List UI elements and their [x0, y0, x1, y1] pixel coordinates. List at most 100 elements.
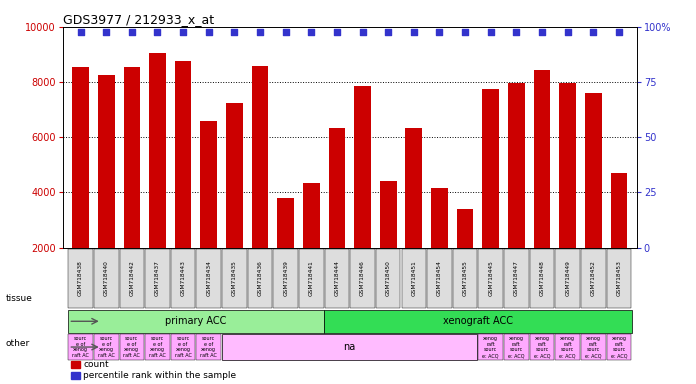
Point	[613, 29, 624, 35]
Bar	[482, 89, 499, 303]
FancyBboxPatch shape	[581, 334, 606, 360]
Bar	[457, 209, 473, 303]
Bar	[277, 198, 294, 303]
FancyBboxPatch shape	[196, 249, 221, 308]
FancyBboxPatch shape	[145, 334, 170, 360]
FancyBboxPatch shape	[222, 249, 246, 308]
FancyBboxPatch shape	[555, 249, 580, 308]
Text: GSM718441: GSM718441	[309, 260, 314, 296]
Bar	[98, 75, 115, 303]
Legend: count, percentile rank within the sample: count, percentile rank within the sample	[67, 357, 240, 384]
Bar	[252, 66, 269, 303]
Text: sourc
e of
xenog
raft AC: sourc e of xenog raft AC	[72, 336, 89, 358]
Bar	[534, 70, 551, 303]
Text: xenog
raft
sourc
e: ACQ: xenog raft sourc e: ACQ	[585, 336, 601, 358]
Text: GSM718444: GSM718444	[334, 260, 340, 296]
Text: GSM718448: GSM718448	[539, 260, 544, 296]
Text: GSM718455: GSM718455	[463, 260, 468, 296]
Point	[587, 29, 599, 35]
FancyBboxPatch shape	[504, 249, 529, 308]
Point	[75, 29, 86, 35]
Text: GSM718437: GSM718437	[155, 260, 160, 296]
Bar	[406, 127, 422, 303]
FancyBboxPatch shape	[324, 249, 349, 308]
Text: xenog
raft
sourc
e: ACQ: xenog raft sourc e: ACQ	[560, 336, 576, 358]
FancyBboxPatch shape	[94, 249, 118, 308]
Text: GSM718435: GSM718435	[232, 260, 237, 296]
Text: xenog
raft
sourc
e: ACQ: xenog raft sourc e: ACQ	[508, 336, 525, 358]
Point	[101, 29, 112, 35]
Text: GSM718450: GSM718450	[386, 260, 390, 296]
Point	[203, 29, 214, 35]
Text: GSM718447: GSM718447	[514, 260, 519, 296]
FancyBboxPatch shape	[504, 334, 529, 360]
FancyBboxPatch shape	[530, 334, 554, 360]
Bar	[123, 67, 140, 303]
Text: sourc
e of
xenog
raft AC: sourc e of xenog raft AC	[149, 336, 166, 358]
Bar	[329, 127, 345, 303]
Text: xenog
raft
sourc
e: ACQ: xenog raft sourc e: ACQ	[610, 336, 627, 358]
FancyBboxPatch shape	[555, 334, 580, 360]
Point	[126, 29, 137, 35]
Text: GSM718446: GSM718446	[360, 260, 365, 296]
Text: xenog
raft
sourc
e: ACQ: xenog raft sourc e: ACQ	[482, 336, 499, 358]
Point	[562, 29, 574, 35]
Text: GSM718454: GSM718454	[437, 260, 442, 296]
FancyBboxPatch shape	[120, 249, 144, 308]
Text: primary ACC: primary ACC	[165, 316, 227, 326]
Text: sourc
e of
xenog
raft AC: sourc e of xenog raft AC	[97, 336, 115, 358]
Text: na: na	[344, 342, 356, 352]
Point	[485, 29, 496, 35]
Bar	[200, 121, 217, 303]
Text: sourc
e of
xenog
raft AC: sourc e of xenog raft AC	[123, 336, 141, 358]
Text: GSM718434: GSM718434	[206, 260, 212, 296]
Point	[177, 29, 189, 35]
Text: other: other	[6, 339, 30, 348]
Text: GSM718443: GSM718443	[181, 260, 186, 296]
Point	[306, 29, 317, 35]
Point	[511, 29, 522, 35]
Point	[459, 29, 470, 35]
FancyBboxPatch shape	[248, 249, 272, 308]
Bar	[610, 173, 627, 303]
FancyBboxPatch shape	[530, 249, 554, 308]
Text: xenograft ACC: xenograft ACC	[443, 316, 513, 326]
Bar	[149, 53, 166, 303]
Point	[434, 29, 445, 35]
FancyBboxPatch shape	[350, 249, 375, 308]
Text: tissue: tissue	[6, 294, 33, 303]
Bar	[560, 83, 576, 303]
FancyBboxPatch shape	[274, 249, 298, 308]
Text: GSM718436: GSM718436	[258, 260, 262, 296]
FancyBboxPatch shape	[94, 334, 118, 360]
Point	[152, 29, 163, 35]
Bar	[303, 183, 319, 303]
Bar	[226, 103, 243, 303]
Text: GSM718452: GSM718452	[591, 260, 596, 296]
Text: GSM718453: GSM718453	[617, 260, 622, 296]
Point	[331, 29, 342, 35]
FancyBboxPatch shape	[324, 310, 632, 333]
Text: xenog
raft
sourc
e: ACQ: xenog raft sourc e: ACQ	[534, 336, 551, 358]
Point	[255, 29, 266, 35]
Point	[229, 29, 240, 35]
FancyBboxPatch shape	[120, 334, 144, 360]
Bar	[175, 61, 191, 303]
FancyBboxPatch shape	[478, 334, 503, 360]
Text: GSM718439: GSM718439	[283, 260, 288, 296]
Point	[383, 29, 394, 35]
Bar	[380, 181, 397, 303]
FancyBboxPatch shape	[607, 334, 631, 360]
Bar	[431, 188, 448, 303]
FancyBboxPatch shape	[68, 249, 93, 308]
FancyBboxPatch shape	[171, 249, 196, 308]
Point	[280, 29, 291, 35]
Text: GSM718440: GSM718440	[104, 260, 109, 296]
FancyBboxPatch shape	[478, 249, 503, 308]
FancyBboxPatch shape	[453, 249, 477, 308]
Point	[409, 29, 420, 35]
Bar	[508, 83, 525, 303]
Text: GSM718449: GSM718449	[565, 260, 570, 296]
FancyBboxPatch shape	[376, 249, 400, 308]
FancyBboxPatch shape	[171, 334, 196, 360]
